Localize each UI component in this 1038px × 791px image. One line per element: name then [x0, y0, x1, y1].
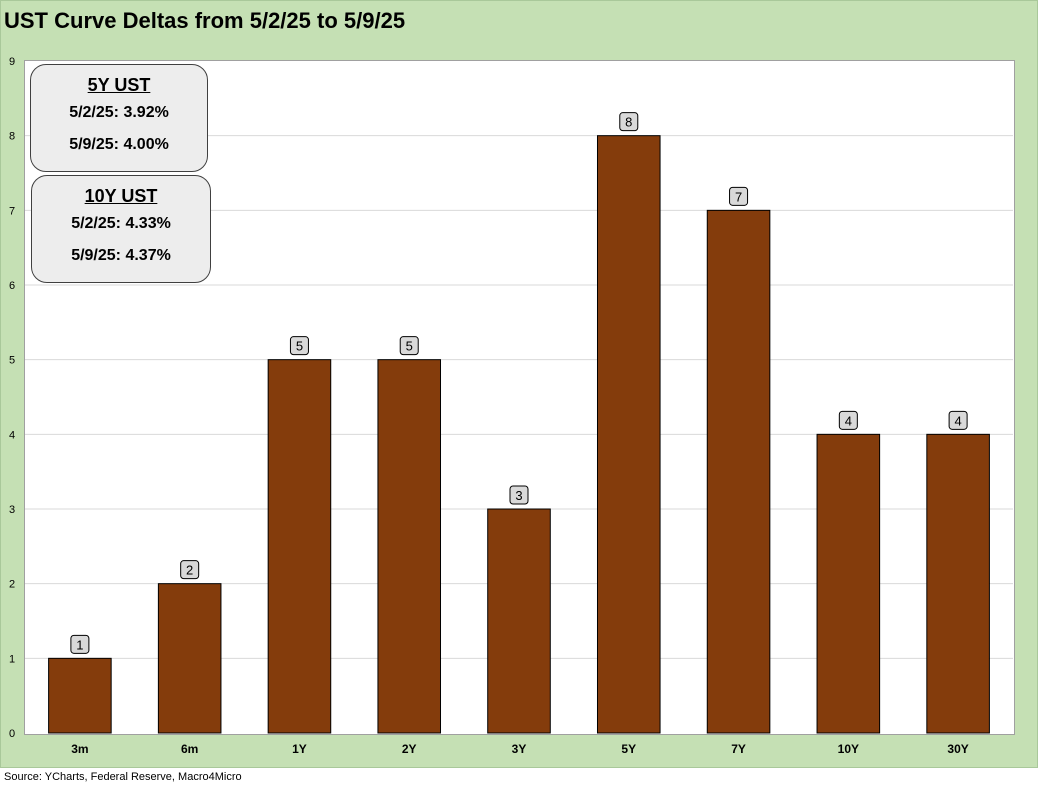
info-box-5y-title: 5Y UST [87, 75, 151, 95]
data-label-text: 8 [625, 115, 632, 130]
y-tick-label: 2 [9, 579, 15, 591]
info-box-10y: 10Y UST 5/2/25: 4.33% 5/9/25: 4.37% [31, 175, 211, 283]
x-tick-label: 7Y [731, 742, 746, 756]
y-tick-label: 8 [9, 131, 15, 143]
x-tick-label: 2Y [402, 742, 417, 756]
y-axis-ticks: 0 1 2 3 4 5 6 7 8 9 [9, 56, 15, 740]
bars [48, 135, 990, 734]
bar-3m [48, 657, 112, 734]
x-tick-label: 10Y [838, 742, 859, 756]
info-box-5y-line1: 5/2/25: 3.92% [69, 104, 169, 121]
data-label-box [619, 112, 639, 132]
data-label-box [948, 410, 968, 430]
data-label-box [729, 186, 749, 206]
bar-30Y [926, 433, 990, 734]
data-label-text: 5 [406, 339, 413, 354]
data-label: 3 [509, 485, 529, 505]
data-labels: 1 2 5 5 3 8 7 4 4 [70, 112, 968, 654]
x-tick-label: 6m [181, 742, 198, 756]
chart-title: UST Curve Deltas from 5/2/25 to 5/9/25 [4, 8, 406, 33]
info-box-5y-line2: 5/9/25: 4.00% [69, 136, 169, 153]
data-label-text: 2 [186, 563, 193, 578]
bar-chart: 0 1 2 3 4 5 6 7 8 9 3m 6m 1Y 2Y 3Y 5Y 7Y 10Y 30Y 1 2 5 5 3 8 7 4… [9, 56, 1013, 756]
data-label: 5 [399, 336, 419, 356]
data-label-text: 1 [76, 637, 83, 652]
data-label: 4 [838, 410, 858, 430]
y-tick-label: 4 [9, 429, 15, 441]
x-tick-label: 30Y [947, 742, 968, 756]
y-tick-label: 3 [9, 504, 15, 516]
y-tick-label: 0 [9, 728, 15, 740]
bar-2Y [377, 359, 442, 734]
y-tick-label: 6 [9, 280, 15, 292]
info-box-10y-line2: 5/9/25: 4.37% [71, 247, 171, 264]
data-label-text: 4 [954, 413, 961, 428]
bar-3Y [487, 508, 551, 734]
x-tick-label: 5Y [621, 742, 636, 756]
y-tick-label: 7 [9, 205, 15, 217]
data-label: 1 [70, 634, 90, 654]
info-box-10y-line1: 5/2/25: 4.33% [71, 215, 171, 232]
data-label-box [289, 336, 309, 356]
x-tick-label: 3Y [512, 742, 527, 756]
info-box-10y-title: 10Y UST [84, 186, 158, 206]
data-label-box [838, 410, 858, 430]
data-label-text: 5 [296, 339, 303, 354]
x-tick-label: 1Y [292, 742, 307, 756]
y-tick-label: 5 [9, 355, 15, 367]
data-label: 4 [948, 410, 968, 430]
bar-7Y [706, 209, 771, 734]
data-label: 8 [619, 112, 639, 132]
bar-5Y [596, 135, 661, 734]
data-label: 2 [180, 560, 200, 580]
bar-6m [157, 583, 222, 734]
data-label-text: 7 [735, 189, 742, 204]
y-tick-label: 1 [9, 653, 15, 665]
bar-1Y [267, 359, 332, 734]
data-label-box [509, 485, 529, 505]
x-tick-label: 3m [71, 742, 88, 756]
data-label: 7 [729, 186, 749, 206]
bar-10Y [816, 433, 881, 734]
x-axis-labels: 3m 6m 1Y 2Y 3Y 5Y 7Y 10Y 30Y [71, 742, 969, 756]
data-label-text: 3 [515, 488, 522, 503]
data-label: 5 [289, 336, 309, 356]
data-label-box [70, 634, 90, 654]
info-box-5y: 5Y UST 5/2/25: 3.92% 5/9/25: 4.00% [30, 64, 208, 172]
y-tick-label: 9 [9, 56, 15, 68]
data-label-box [399, 336, 419, 356]
data-label-text: 4 [845, 413, 852, 428]
source-note: Source: YCharts, Federal Reserve, Macro4… [4, 771, 242, 783]
data-label-box [180, 560, 200, 580]
